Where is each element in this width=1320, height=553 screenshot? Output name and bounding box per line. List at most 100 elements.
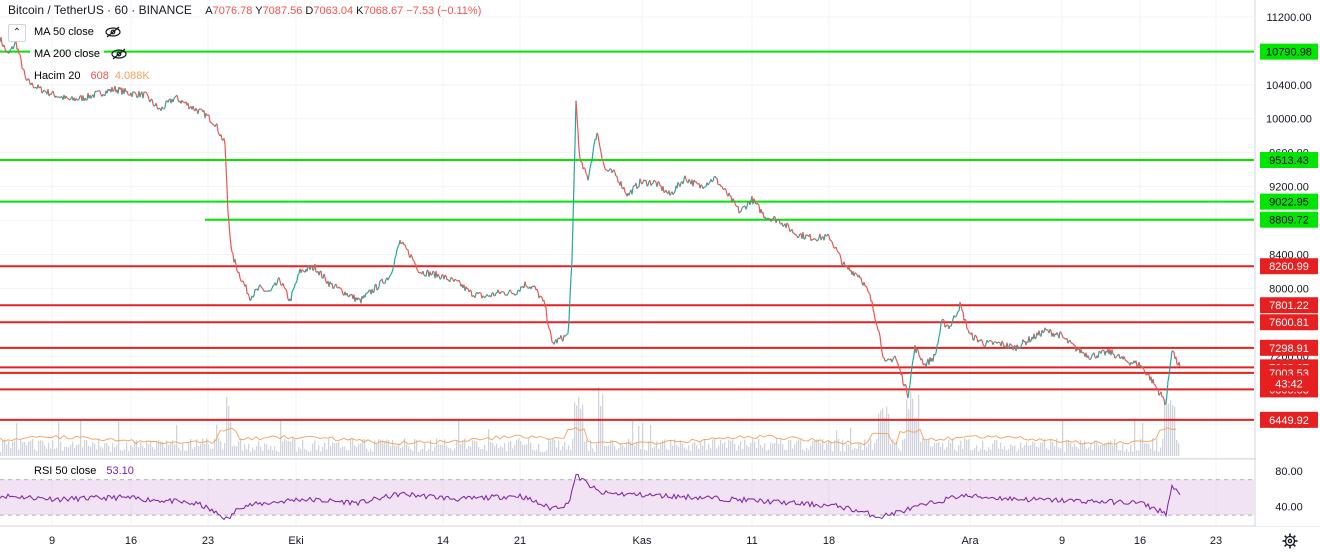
volume-ma-value: 4.088K bbox=[114, 70, 150, 82]
price-segment bbox=[583, 167, 586, 169]
volume-bar bbox=[296, 451, 298, 456]
price-segment bbox=[866, 287, 869, 292]
volume-bar bbox=[310, 451, 312, 456]
price-segment bbox=[545, 306, 548, 320]
price-segment bbox=[908, 384, 911, 391]
rsi-legend[interactable]: RSI 50 close 53.10 bbox=[30, 464, 134, 478]
volume-bar bbox=[114, 447, 116, 456]
price-segment bbox=[260, 286, 263, 289]
volume-bar bbox=[1124, 451, 1126, 456]
price-segment bbox=[417, 270, 420, 274]
price-segment bbox=[909, 374, 912, 385]
price-segment bbox=[234, 258, 237, 266]
rsi-value: 53.10 bbox=[106, 465, 134, 477]
volume-bar bbox=[342, 446, 344, 456]
volume-bar bbox=[80, 419, 82, 456]
price-segment bbox=[587, 174, 590, 181]
price-segment bbox=[17, 48, 20, 55]
collapse-chevron-icon[interactable]: ⌃ bbox=[8, 24, 26, 42]
volume-bar bbox=[722, 443, 724, 456]
volume-bar bbox=[136, 439, 138, 456]
price-segment bbox=[393, 257, 396, 266]
price-segment bbox=[200, 108, 203, 111]
price-segment bbox=[823, 234, 826, 241]
price-segment bbox=[499, 291, 502, 295]
time-axis[interactable]: 9 16 23 Eki 14 21 Kas 11 18 Ara 9 16 23 bbox=[49, 535, 1222, 547]
countdown-tag: 43:42 bbox=[1260, 375, 1318, 392]
price-segment bbox=[692, 179, 695, 187]
volume-bar bbox=[384, 441, 386, 456]
price-segment bbox=[936, 342, 939, 346]
price-segment bbox=[492, 292, 495, 297]
volume-bar bbox=[102, 448, 104, 456]
volume-bar bbox=[420, 450, 422, 456]
hidden-eye-icon[interactable] bbox=[104, 26, 122, 38]
volume-bar bbox=[1068, 440, 1070, 456]
price-segment bbox=[490, 293, 493, 298]
time-tick-label: 18 bbox=[823, 535, 835, 547]
level-lines[interactable] bbox=[0, 50, 1254, 421]
price-tag-bg bbox=[1260, 339, 1318, 356]
volume-bar bbox=[204, 444, 206, 456]
settings-gear-icon[interactable] bbox=[1282, 533, 1298, 549]
countdown-bg bbox=[1260, 375, 1318, 392]
volume-bar bbox=[770, 442, 772, 456]
price-segment bbox=[738, 211, 741, 214]
volume-bar bbox=[130, 445, 132, 456]
volume-bar bbox=[366, 448, 368, 456]
hidden-eye-icon[interactable] bbox=[110, 48, 128, 60]
price-segment bbox=[631, 187, 634, 195]
price-segment bbox=[1127, 361, 1130, 364]
price-segment bbox=[231, 251, 234, 254]
price-segment bbox=[1012, 345, 1015, 351]
price-segment bbox=[895, 358, 898, 362]
price-segment bbox=[59, 96, 62, 99]
ma50-legend[interactable]: MA 50 close bbox=[30, 25, 122, 39]
volume-bar bbox=[308, 451, 310, 456]
volume-bar bbox=[58, 421, 60, 456]
volume-bar bbox=[1118, 450, 1120, 456]
price-segment bbox=[708, 181, 711, 184]
ma200-legend[interactable]: MA 200 close bbox=[30, 47, 128, 61]
price-segment bbox=[990, 340, 993, 343]
volume-bar bbox=[868, 443, 870, 456]
volume-bar bbox=[154, 449, 156, 456]
volume-bar bbox=[878, 413, 880, 456]
price-segment bbox=[570, 260, 573, 278]
price-segment bbox=[446, 278, 449, 281]
volume-bar bbox=[104, 443, 106, 456]
price-segment bbox=[257, 286, 260, 291]
volume-bar bbox=[524, 445, 526, 456]
price-segment bbox=[1146, 373, 1149, 376]
time-tick-label: 16 bbox=[125, 535, 137, 547]
price-segment bbox=[732, 198, 735, 201]
price-segment bbox=[147, 95, 150, 100]
price-segment bbox=[827, 233, 830, 237]
volume-bar bbox=[562, 445, 564, 456]
price-segment bbox=[604, 168, 607, 171]
price-segment bbox=[477, 292, 480, 295]
volume-bar bbox=[574, 402, 576, 456]
price-segment bbox=[197, 108, 200, 114]
volume-bar bbox=[472, 440, 474, 456]
price-segment bbox=[653, 179, 656, 182]
price-tick-label: 10400.00 bbox=[1266, 80, 1312, 92]
price-segment bbox=[69, 98, 72, 101]
price-tag-9513.43: 9513.43 bbox=[1260, 152, 1318, 169]
volume-bar bbox=[430, 439, 432, 456]
volume-bar bbox=[498, 448, 500, 456]
volume-bar bbox=[332, 442, 334, 456]
price-segment bbox=[50, 92, 53, 95]
volume-bar bbox=[650, 425, 652, 456]
price-segment bbox=[1056, 332, 1059, 335]
volume-legend[interactable]: Hacim 20 608 4.088K bbox=[30, 69, 150, 83]
price-segment bbox=[187, 102, 190, 110]
price-segment bbox=[1162, 396, 1165, 400]
volume-bar bbox=[270, 446, 272, 456]
price-segment bbox=[1001, 340, 1004, 343]
volume-bar bbox=[510, 441, 512, 456]
price-segment bbox=[798, 233, 801, 237]
price-segment bbox=[164, 101, 167, 108]
rsi-pane bbox=[0, 473, 1254, 521]
